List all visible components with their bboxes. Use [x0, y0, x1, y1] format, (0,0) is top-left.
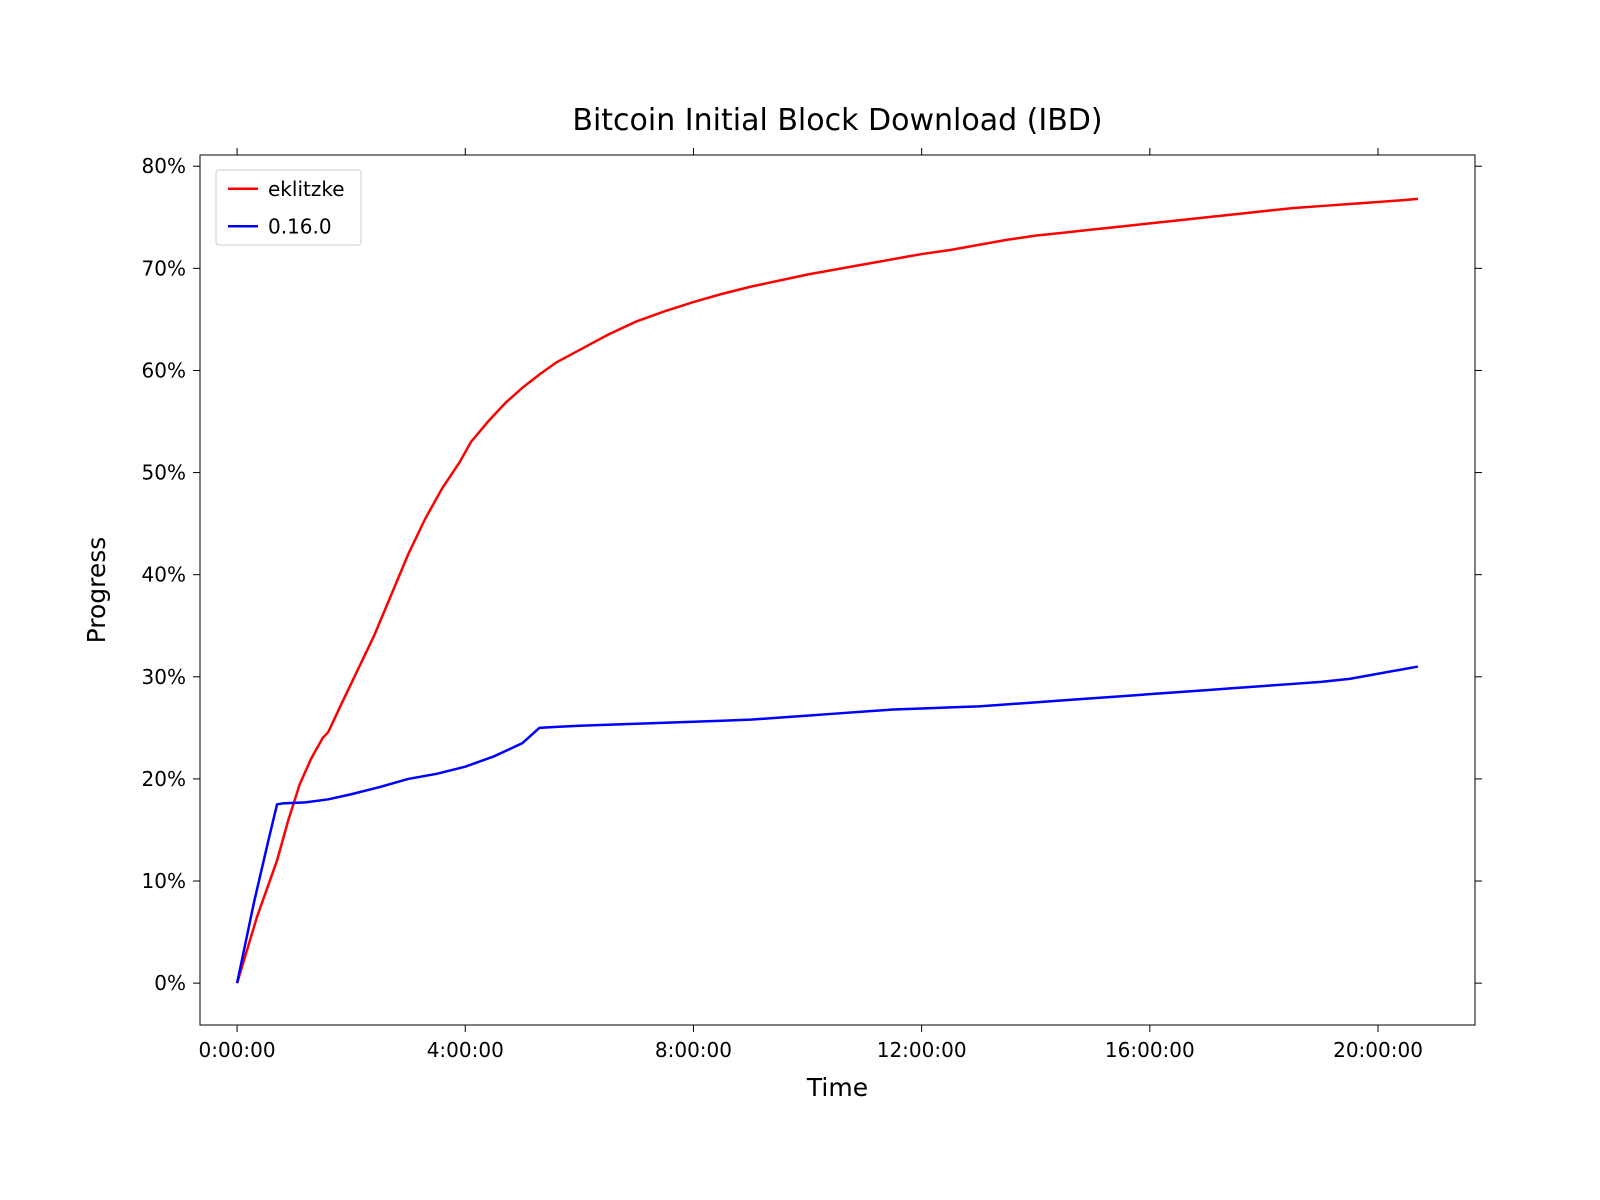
y-axis-ticks: 0% 10% 20% 30% 40% 50% 60% 70% 80%: [142, 154, 1482, 995]
y-axis-label: Progress: [82, 537, 111, 644]
y-tick-label: 70%: [142, 256, 186, 280]
legend-label: eklitzke: [268, 177, 345, 201]
y-tick-label: 0%: [154, 971, 186, 995]
series-group: [237, 199, 1418, 983]
chart-container: 0:00:00 4:00:00 8:00:00 12:00:00 16:00:00 20:…: [0, 0, 1600, 1200]
plot-border: [200, 155, 1475, 1025]
y-tick-label: 60%: [142, 358, 186, 382]
x-tick-label: 4:00:00: [427, 1038, 504, 1062]
x-axis-label: Time: [806, 1073, 868, 1102]
x-tick-label: 20:00:00: [1333, 1038, 1423, 1062]
x-tick-label: 12:00:00: [877, 1038, 967, 1062]
chart-title: Bitcoin Initial Block Download (IBD): [572, 103, 1102, 138]
y-tick-label: 80%: [142, 154, 186, 178]
x-tick-label: 0:00:00: [199, 1038, 276, 1062]
series-eklitzke: [237, 199, 1418, 983]
x-axis-ticks: 0:00:00 4:00:00 8:00:00 12:00:00 16:00:00 20:…: [199, 148, 1423, 1062]
line-chart: 0:00:00 4:00:00 8:00:00 12:00:00 16:00:00 20:…: [0, 0, 1600, 1200]
y-tick-label: 10%: [142, 869, 186, 893]
series-0.16.0: [237, 667, 1418, 984]
x-tick-label: 16:00:00: [1105, 1038, 1195, 1062]
y-tick-label: 20%: [142, 767, 186, 791]
y-tick-label: 50%: [142, 461, 186, 485]
legend: eklitzke 0.16.0: [216, 170, 361, 245]
x-tick-label: 8:00:00: [655, 1038, 732, 1062]
y-tick-label: 30%: [142, 665, 186, 689]
legend-label: 0.16.0: [268, 214, 332, 238]
y-tick-label: 40%: [142, 563, 186, 587]
